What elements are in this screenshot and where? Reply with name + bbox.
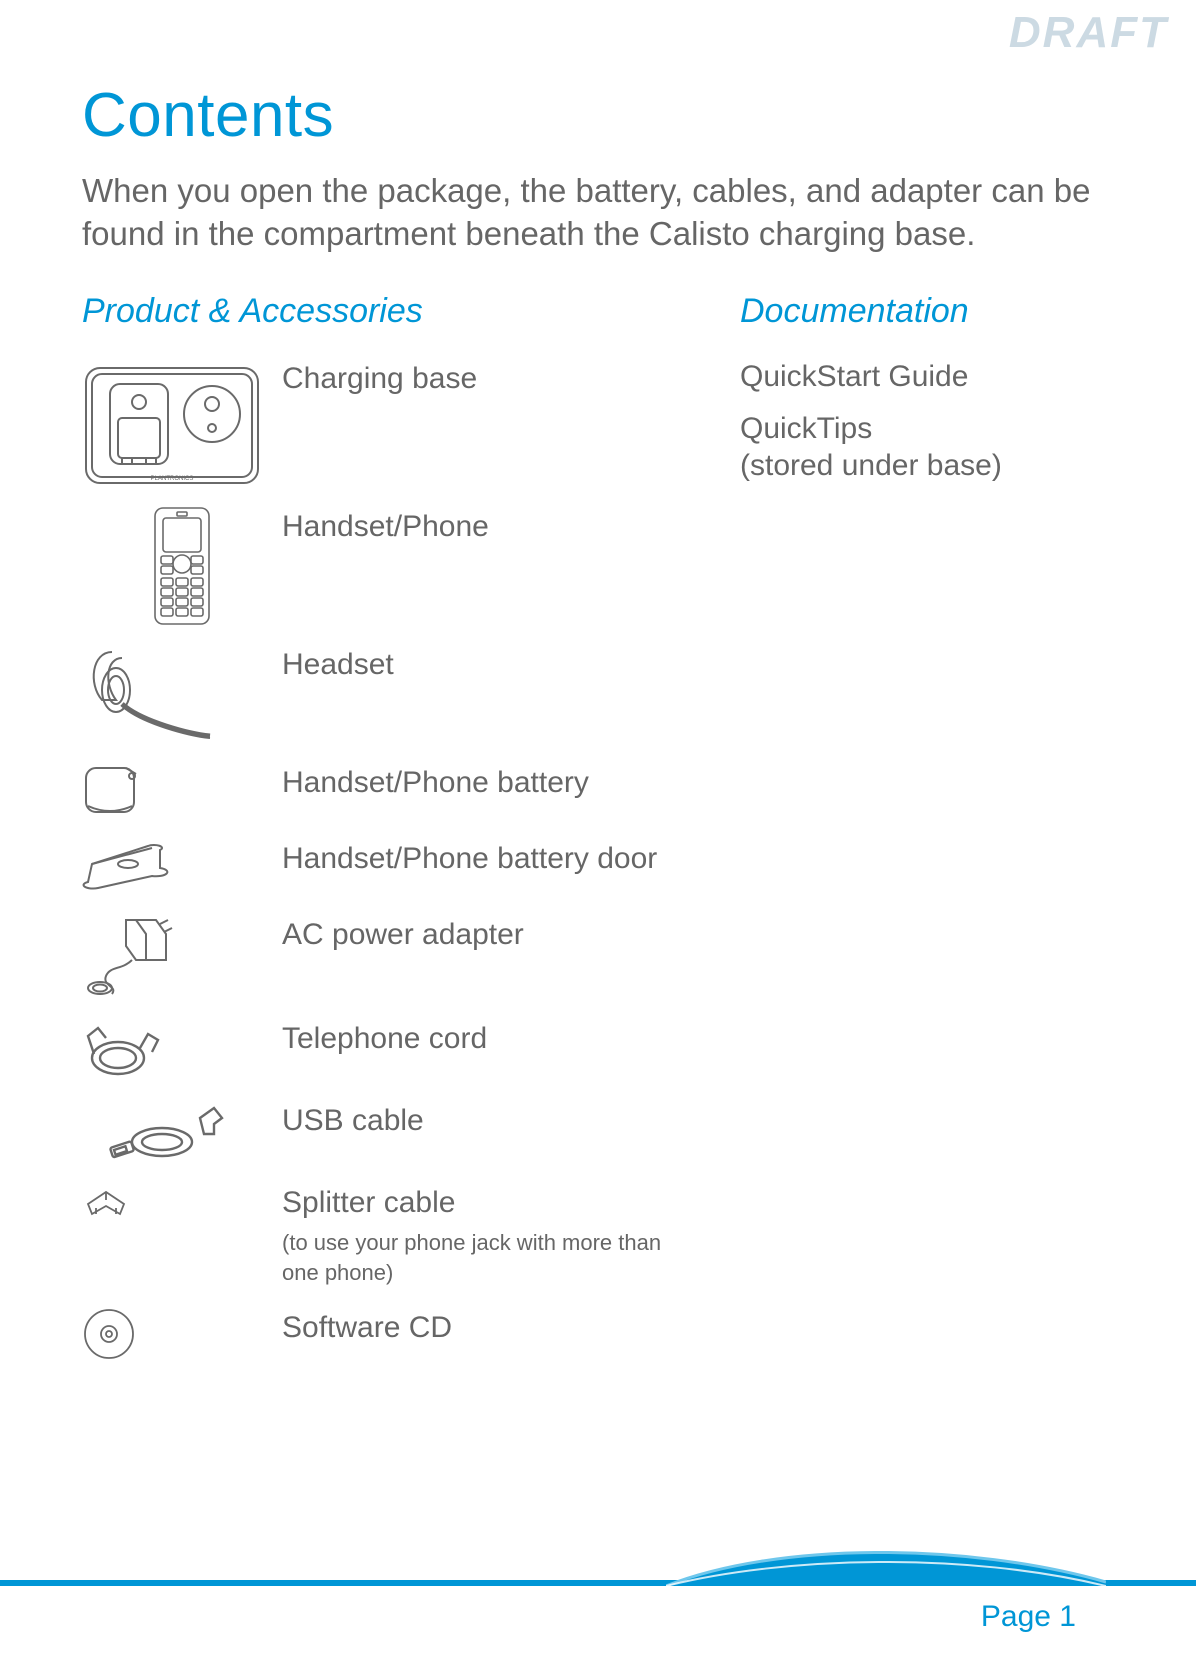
draft-watermark: DRAFT	[1009, 8, 1168, 58]
handset-icon	[82, 506, 282, 626]
ac-adapter-icon	[82, 914, 282, 1000]
splitter-icon	[82, 1182, 282, 1222]
product-row: Splitter cable (to use your phone jack w…	[82, 1182, 702, 1289]
product-label: Headset	[282, 644, 702, 684]
product-row: AC power adapter	[82, 914, 702, 1000]
product-label: Software CD	[282, 1307, 702, 1347]
product-row: Software CD	[82, 1307, 702, 1361]
product-row: Handset/Phone battery door	[82, 838, 702, 896]
page-number: Page 1	[981, 1600, 1076, 1634]
charging-base-icon: PLANTRONICS	[82, 358, 282, 488]
product-label: Charging base	[282, 358, 702, 398]
cd-icon	[82, 1307, 282, 1361]
product-row: PLANTRONICS Charging base	[82, 358, 702, 488]
telephone-cord-icon	[82, 1018, 282, 1082]
intro-paragraph: When you open the package, the battery, …	[82, 170, 1102, 256]
section-heading-products: Product & Accessories	[82, 292, 423, 331]
battery-door-icon	[82, 838, 282, 896]
svg-text:PLANTRONICS: PLANTRONICS	[151, 476, 194, 482]
product-label: Handset/Phone battery door	[282, 838, 702, 878]
product-label: Telephone cord	[282, 1018, 702, 1058]
product-row: Headset	[82, 644, 702, 744]
documentation-column: QuickStart Guide QuickTips (stored under…	[740, 358, 1140, 499]
product-sublabel: (to use your phone jack with more than o…	[282, 1228, 702, 1290]
doc-item: QuickTips (stored under base)	[740, 410, 1140, 485]
product-label: USB cable	[282, 1100, 702, 1140]
product-label: AC power adapter	[282, 914, 702, 954]
product-row: Handset/Phone battery	[82, 762, 702, 820]
page: DRAFT Contents When you open the package…	[0, 0, 1196, 1656]
product-row: Telephone cord	[82, 1018, 702, 1082]
footer-swoosh-icon	[666, 1538, 1106, 1586]
products-column: PLANTRONICS Charging base	[82, 358, 702, 1379]
page-title: Contents	[82, 80, 334, 151]
headset-icon	[82, 644, 282, 744]
battery-icon	[82, 762, 282, 820]
product-label: Handset/Phone	[282, 506, 702, 546]
product-label: Handset/Phone battery	[282, 762, 702, 802]
section-heading-documentation: Documentation	[740, 292, 969, 331]
doc-item: QuickStart Guide	[740, 358, 1140, 396]
product-label: Splitter cable	[282, 1182, 702, 1222]
product-row: USB cable	[82, 1100, 702, 1164]
usb-cable-icon	[82, 1100, 282, 1164]
product-row: Handset/Phone	[82, 506, 702, 626]
